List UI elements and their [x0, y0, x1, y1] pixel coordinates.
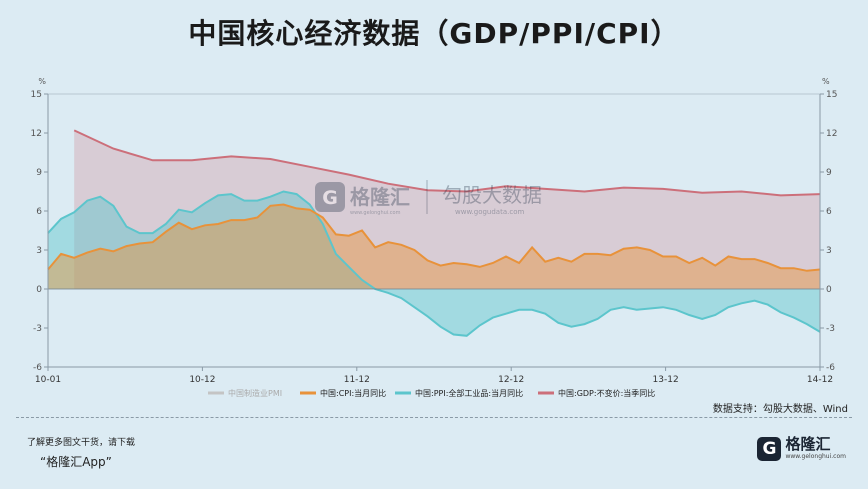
y-unit-right: %	[822, 77, 830, 86]
y-tick-label-left: 15	[31, 90, 42, 100]
watermark: G 格隆汇 www.gelonghui.com 勾股大数据 www.goguda…	[315, 180, 542, 216]
legend-label: 中国制造业PMI	[228, 388, 282, 398]
watermark-text-url: www.gogudata.com	[455, 208, 524, 216]
area-gdp	[74, 130, 820, 289]
line-cpi	[47, 203, 821, 272]
brand-logo[interactable]: G 格隆汇 www.gelonghui.com	[757, 436, 846, 461]
x-tick-label: 11-12	[344, 375, 370, 385]
y-tick-label-left: 6	[36, 207, 42, 217]
y-tick-label-left: 9	[36, 168, 42, 178]
x-tick-label: 10-01	[35, 375, 61, 385]
legend: 中国制造业PMI 中国:CPI:当月同比 中国:PPI:全部工业品:当月同比 中国:G…	[208, 388, 655, 398]
page-title: 中国核心经济数据（GDP/PPI/CPI）	[188, 17, 680, 50]
y-tick-label-right: 12	[826, 129, 837, 139]
footer-download-hint: 了解更多图文干货，请下载	[27, 438, 136, 448]
y-tick-label-left: 3	[36, 246, 42, 256]
chart: G 格隆汇 www.gelonghui.com 勾股大数据 www.goguda…	[31, 77, 838, 398]
source-note: 数据支持：勾股大数据、Wind	[712, 404, 848, 415]
y-tick-label-left: 12	[31, 129, 42, 139]
y-tick-label-left: -3	[33, 324, 42, 334]
y-tick-label-right: 15	[826, 90, 837, 100]
area-ppi	[48, 191, 820, 336]
y-tick-label-left: 0	[36, 285, 42, 295]
y-tick-label-right: -3	[826, 324, 835, 334]
y-tick-label-right: 9	[826, 168, 832, 178]
watermark-brand: 格隆汇	[350, 185, 410, 209]
legend-label: 中国:CPI:当月同比	[320, 388, 386, 398]
y-unit-left: %	[38, 77, 46, 86]
y-tick-label-right: 0	[826, 285, 832, 295]
x-tick-label: 10-12	[189, 375, 215, 385]
series-lines	[47, 129, 821, 337]
y-tick-label-right: 3	[826, 246, 832, 256]
brand-logo-icon: G	[757, 436, 782, 461]
brand-logo-name: 格隆汇	[785, 435, 831, 453]
watermark-logo-glyph: G	[322, 187, 338, 209]
area-cpi	[48, 204, 820, 289]
watermark-text: 勾股大数据	[442, 183, 542, 207]
line-ppi	[47, 190, 821, 337]
x-tick-label: 12-12	[498, 375, 524, 385]
y-tick-label-left: -6	[33, 363, 42, 373]
axes: % % -6 -6 -3 -3 0 0 3 3 6 6 9 9 12 12 15 15 10-01 10-12 11-1…	[31, 77, 838, 385]
watermark-logo-mark	[315, 182, 345, 212]
brand-logo-url: www.gelonghui.com	[785, 453, 846, 460]
divider	[16, 417, 852, 418]
y-tick-label-right: -6	[826, 363, 835, 373]
x-tick-label: 13-12	[653, 375, 679, 385]
x-tick-label: 14-12	[807, 375, 833, 385]
series-areas	[48, 130, 820, 336]
y-tick-label-right: 6	[826, 207, 832, 217]
line-gdp	[73, 129, 821, 197]
legend-label: 中国:PPI:全部工业品:当月同比	[415, 388, 523, 398]
watermark-brand-url: www.gelonghui.com	[350, 210, 401, 216]
legend-label: 中国:GDP:不变价:当季同比	[558, 388, 655, 398]
footer-app-name: “格隆汇App”	[40, 455, 112, 469]
